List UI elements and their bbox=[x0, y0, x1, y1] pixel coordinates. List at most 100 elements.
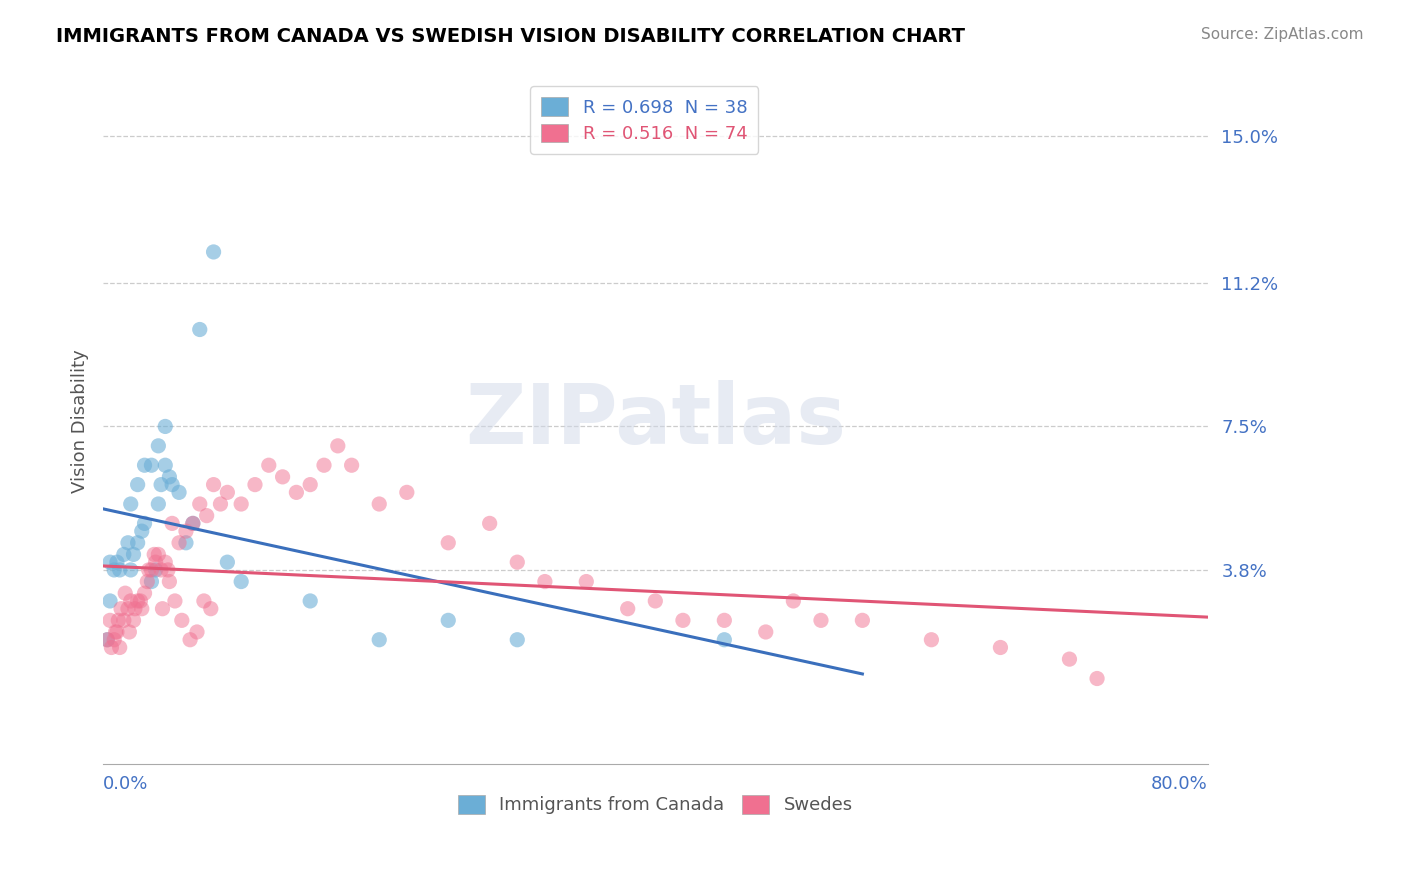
Point bbox=[136, 574, 159, 589]
Point bbox=[193, 594, 215, 608]
Point bbox=[141, 458, 163, 473]
Point bbox=[181, 516, 204, 531]
Point bbox=[202, 477, 225, 491]
Point bbox=[167, 536, 190, 550]
Point bbox=[100, 640, 122, 655]
Point bbox=[120, 594, 142, 608]
Point bbox=[188, 322, 211, 336]
Point bbox=[96, 632, 118, 647]
Point bbox=[141, 574, 163, 589]
Point bbox=[167, 485, 190, 500]
Point bbox=[312, 458, 335, 473]
Point bbox=[148, 548, 170, 562]
Point bbox=[138, 563, 160, 577]
Point bbox=[990, 640, 1012, 655]
Point bbox=[160, 477, 183, 491]
Point bbox=[152, 601, 174, 615]
Point bbox=[127, 594, 149, 608]
Point bbox=[326, 439, 349, 453]
Point bbox=[285, 485, 308, 500]
Point bbox=[124, 601, 146, 615]
Point bbox=[134, 586, 156, 600]
Point bbox=[271, 470, 294, 484]
Point bbox=[195, 508, 218, 523]
Point bbox=[98, 555, 121, 569]
Point bbox=[127, 477, 149, 491]
Point bbox=[98, 613, 121, 627]
Point bbox=[231, 574, 253, 589]
Point bbox=[299, 594, 322, 608]
Point bbox=[217, 485, 239, 500]
Point bbox=[395, 485, 418, 500]
Point bbox=[107, 613, 129, 627]
Point bbox=[478, 516, 501, 531]
Point bbox=[131, 524, 153, 538]
Point bbox=[145, 555, 167, 569]
Point bbox=[506, 555, 529, 569]
Point bbox=[1059, 652, 1081, 666]
Point bbox=[108, 563, 131, 577]
Point bbox=[150, 477, 173, 491]
Point bbox=[105, 624, 128, 639]
Point bbox=[150, 563, 173, 577]
Point bbox=[170, 613, 193, 627]
Point bbox=[188, 497, 211, 511]
Point bbox=[174, 524, 197, 538]
Point bbox=[131, 601, 153, 615]
Point bbox=[112, 613, 135, 627]
Point bbox=[575, 574, 598, 589]
Point bbox=[122, 613, 145, 627]
Text: Source: ZipAtlas.com: Source: ZipAtlas.com bbox=[1201, 27, 1364, 42]
Text: 80.0%: 80.0% bbox=[1150, 775, 1208, 793]
Point bbox=[174, 536, 197, 550]
Point bbox=[782, 594, 804, 608]
Point bbox=[117, 601, 139, 615]
Point bbox=[243, 477, 266, 491]
Text: 0.0%: 0.0% bbox=[103, 775, 149, 793]
Point bbox=[186, 624, 208, 639]
Point bbox=[299, 477, 322, 491]
Point bbox=[179, 632, 201, 647]
Point bbox=[616, 601, 638, 615]
Point bbox=[851, 613, 873, 627]
Point bbox=[96, 632, 118, 647]
Point bbox=[134, 458, 156, 473]
Point bbox=[163, 594, 186, 608]
Point bbox=[340, 458, 363, 473]
Point bbox=[155, 419, 177, 434]
Point bbox=[160, 516, 183, 531]
Point bbox=[103, 563, 125, 577]
Point bbox=[713, 613, 735, 627]
Point bbox=[117, 536, 139, 550]
Point bbox=[209, 497, 232, 511]
Point bbox=[506, 632, 529, 647]
Text: ZIPatlas: ZIPatlas bbox=[465, 380, 846, 461]
Point bbox=[202, 244, 225, 259]
Point bbox=[437, 613, 460, 627]
Point bbox=[148, 439, 170, 453]
Point bbox=[145, 563, 167, 577]
Point bbox=[644, 594, 666, 608]
Point bbox=[103, 632, 125, 647]
Point bbox=[108, 640, 131, 655]
Point bbox=[155, 555, 177, 569]
Point bbox=[155, 458, 177, 473]
Point bbox=[98, 594, 121, 608]
Point bbox=[148, 497, 170, 511]
Point bbox=[157, 470, 180, 484]
Point bbox=[1085, 672, 1108, 686]
Point bbox=[713, 632, 735, 647]
Point bbox=[112, 548, 135, 562]
Point bbox=[156, 563, 179, 577]
Point bbox=[134, 516, 156, 531]
Legend: Immigrants from Canada, Swedes: Immigrants from Canada, Swedes bbox=[449, 786, 862, 823]
Point bbox=[110, 601, 132, 615]
Point bbox=[437, 536, 460, 550]
Point bbox=[129, 594, 152, 608]
Point bbox=[141, 563, 163, 577]
Point bbox=[368, 497, 391, 511]
Point bbox=[157, 574, 180, 589]
Point bbox=[534, 574, 557, 589]
Point bbox=[200, 601, 222, 615]
Point bbox=[257, 458, 280, 473]
